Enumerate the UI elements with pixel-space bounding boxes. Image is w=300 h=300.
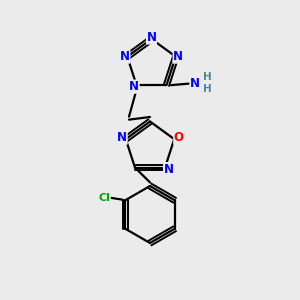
Text: N: N bbox=[146, 31, 157, 44]
Text: N: N bbox=[120, 50, 130, 63]
Text: N: N bbox=[117, 131, 127, 144]
Text: Cl: Cl bbox=[98, 193, 110, 203]
Text: N: N bbox=[190, 77, 200, 90]
Text: H: H bbox=[203, 72, 212, 82]
Text: N: N bbox=[173, 50, 183, 63]
Text: H: H bbox=[203, 84, 212, 94]
Text: O: O bbox=[174, 131, 184, 144]
Text: N: N bbox=[164, 163, 174, 176]
Text: N: N bbox=[129, 80, 139, 93]
